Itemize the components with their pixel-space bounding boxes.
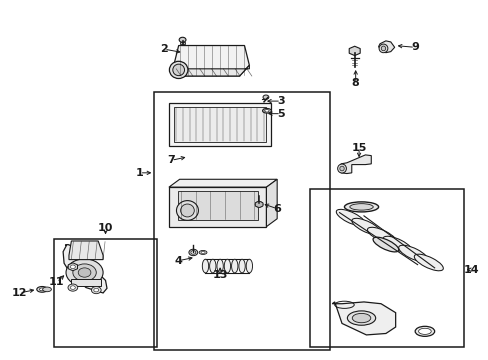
Text: 2: 2 <box>160 44 167 54</box>
Ellipse shape <box>262 108 271 113</box>
Bar <box>177 192 257 220</box>
Polygon shape <box>331 302 395 335</box>
Circle shape <box>91 287 101 294</box>
Ellipse shape <box>180 204 194 217</box>
Polygon shape <box>173 65 249 76</box>
Circle shape <box>263 95 268 99</box>
Ellipse shape <box>42 287 51 292</box>
Bar <box>71 279 101 286</box>
Text: 10: 10 <box>98 224 113 233</box>
Polygon shape <box>340 155 370 174</box>
Text: 4: 4 <box>174 256 182 266</box>
Circle shape <box>255 202 263 207</box>
Circle shape <box>179 37 185 42</box>
Text: 8: 8 <box>351 78 359 88</box>
Bar <box>168 187 266 226</box>
Ellipse shape <box>413 254 443 271</box>
Polygon shape <box>378 41 394 53</box>
Ellipse shape <box>264 109 268 112</box>
Ellipse shape <box>398 245 427 262</box>
Text: 14: 14 <box>463 265 478 275</box>
Ellipse shape <box>372 237 398 252</box>
Circle shape <box>73 264 96 281</box>
Text: 15: 15 <box>351 143 366 153</box>
Polygon shape <box>63 244 107 293</box>
Circle shape <box>70 265 75 269</box>
Ellipse shape <box>351 314 370 323</box>
Polygon shape <box>69 241 103 260</box>
Ellipse shape <box>336 210 365 226</box>
Ellipse shape <box>172 64 184 76</box>
Ellipse shape <box>346 311 375 325</box>
Polygon shape <box>168 179 277 187</box>
Bar <box>310 189 463 347</box>
Ellipse shape <box>245 259 252 273</box>
Bar <box>168 103 271 146</box>
Ellipse shape <box>349 204 372 210</box>
Ellipse shape <box>418 328 430 334</box>
Circle shape <box>94 288 99 292</box>
Ellipse shape <box>414 326 434 336</box>
Ellipse shape <box>239 259 244 273</box>
Ellipse shape <box>367 227 396 244</box>
Text: 1: 1 <box>136 168 143 178</box>
Circle shape <box>66 259 103 286</box>
Bar <box>174 107 265 142</box>
Text: 6: 6 <box>273 204 281 214</box>
Ellipse shape <box>40 288 45 291</box>
Bar <box>154 92 329 350</box>
Ellipse shape <box>344 202 378 212</box>
Ellipse shape <box>217 259 223 273</box>
Ellipse shape <box>224 259 230 273</box>
Text: 12: 12 <box>11 288 27 298</box>
Circle shape <box>188 249 197 256</box>
Ellipse shape <box>337 164 346 173</box>
Ellipse shape <box>199 251 206 255</box>
Text: 3: 3 <box>277 96 285 106</box>
Bar <box>180 42 185 44</box>
Ellipse shape <box>209 259 216 273</box>
Text: 9: 9 <box>410 42 418 52</box>
Text: 5: 5 <box>277 109 285 119</box>
Text: 7: 7 <box>167 155 175 165</box>
Ellipse shape <box>176 201 198 220</box>
Circle shape <box>78 268 91 277</box>
Circle shape <box>190 251 195 254</box>
Ellipse shape <box>202 259 208 273</box>
Ellipse shape <box>382 236 411 253</box>
Polygon shape <box>266 179 277 226</box>
Text: 11: 11 <box>49 277 64 287</box>
Ellipse shape <box>37 287 47 292</box>
Circle shape <box>70 286 75 289</box>
Ellipse shape <box>378 44 387 53</box>
Ellipse shape <box>381 46 385 51</box>
Ellipse shape <box>201 251 204 253</box>
Polygon shape <box>173 45 249 76</box>
Text: 13: 13 <box>212 270 227 280</box>
Circle shape <box>68 284 78 291</box>
Ellipse shape <box>351 218 380 235</box>
Bar <box>54 239 157 347</box>
Ellipse shape <box>339 166 344 171</box>
Ellipse shape <box>169 61 187 78</box>
Ellipse shape <box>231 259 238 273</box>
